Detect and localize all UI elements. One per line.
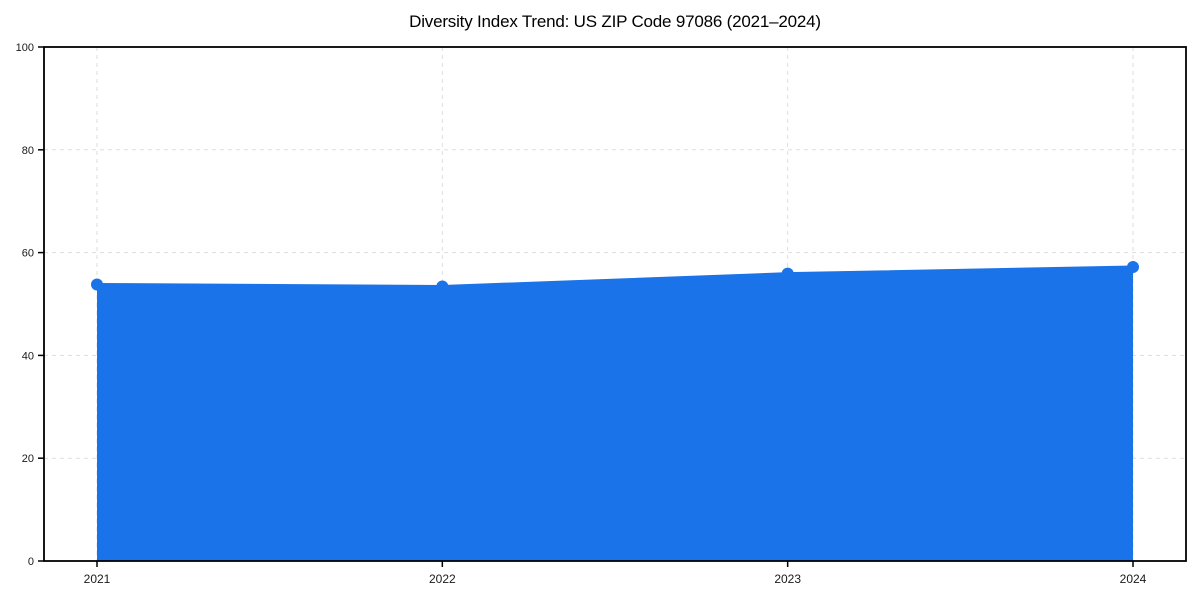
y-axis-tick-label: 60 [22,248,34,260]
axes-frame [43,46,1187,562]
data-point-2022 [436,280,449,293]
area-fill [97,266,1133,561]
x-axis-tick-label: 2022 [429,572,456,586]
y-axis-tick-label: 100 [16,42,34,54]
data-point-2021 [91,278,103,291]
x-axis-tick-label: 2023 [774,572,801,586]
x-axis-tick-label: 2024 [1120,572,1147,586]
y-axis-tick-label: 20 [22,453,34,465]
y-axis-tick-label: 80 [22,145,34,157]
data-point-2023 [781,267,794,280]
trend-line [95,265,1135,289]
y-axis-tick-label: 0 [28,556,34,568]
data-point-2024 [1127,260,1139,273]
x-axis-tick-label: 2021 [84,572,111,586]
chart-title: Diversity Index Trend: US ZIP Code 97086… [409,12,821,31]
y-axis-tick-label: 40 [22,350,34,362]
